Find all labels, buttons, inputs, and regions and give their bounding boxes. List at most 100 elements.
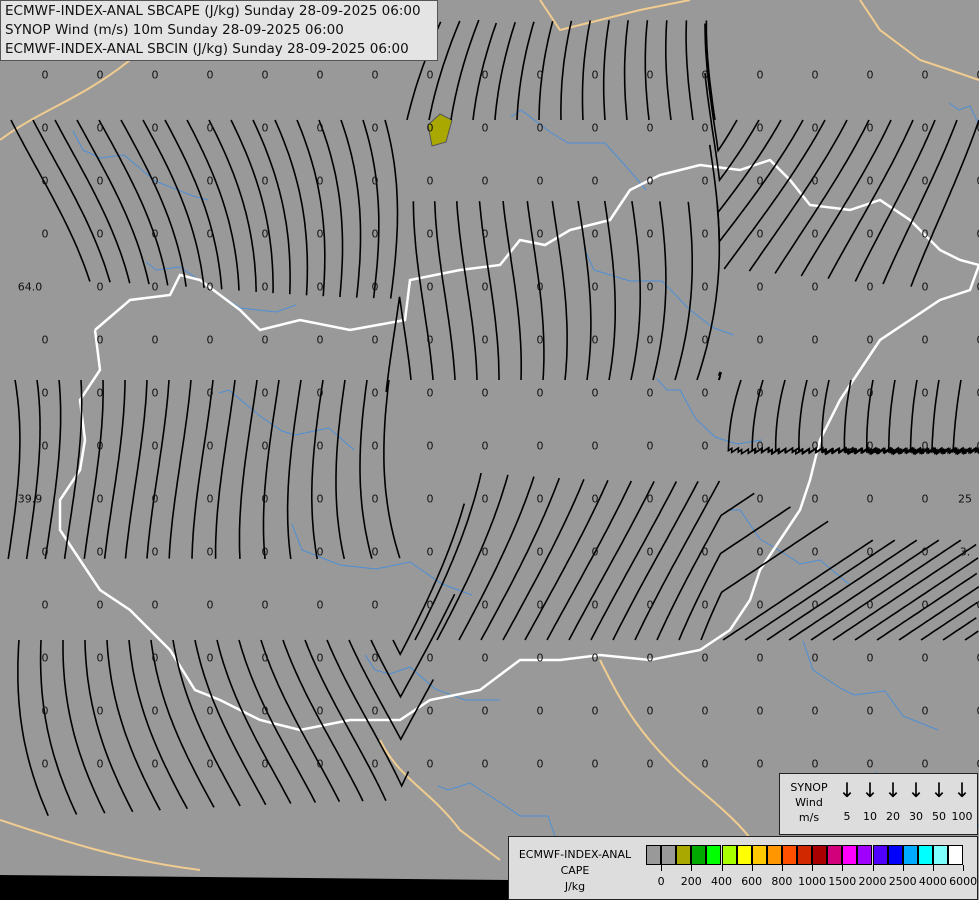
cin-value: 0 — [646, 545, 654, 559]
cin-value: 0 — [41, 386, 49, 400]
cin-value: 0 — [371, 651, 379, 665]
down-arrow-icon: ↓ — [884, 778, 902, 802]
streamline — [644, 20, 650, 121]
down-arrow-icon: ↓ — [861, 778, 879, 802]
wind-legend-item: ↓ 50 — [928, 780, 950, 823]
streamline — [705, 20, 716, 121]
streamline — [942, 617, 977, 641]
streamline — [318, 119, 344, 298]
cin-value: 0 — [426, 439, 434, 453]
streamline — [83, 379, 104, 559]
streamline — [433, 201, 456, 381]
streamline — [216, 639, 292, 804]
streamline — [603, 200, 616, 381]
cin-value: 0 — [316, 227, 324, 241]
cin-value: 0 — [701, 651, 709, 665]
streamline — [359, 379, 373, 559]
streamline — [335, 379, 346, 560]
streamline — [274, 119, 309, 296]
streamline — [952, 379, 979, 455]
cin-value: 0 — [921, 386, 929, 400]
cin-value: 0 — [261, 598, 269, 612]
cin-value: 0 — [866, 651, 874, 665]
border-line — [379, 739, 501, 861]
cin-value: 0 — [96, 333, 104, 347]
cin-value: 0 — [481, 545, 489, 559]
cin-value: 0 — [646, 598, 654, 612]
cin-value: 0 — [701, 333, 709, 347]
cin-value: 0 — [41, 121, 49, 135]
cin-value: 0 — [481, 598, 489, 612]
streamline — [882, 119, 958, 285]
cin-value: 0 — [701, 280, 709, 294]
streamline — [164, 119, 223, 290]
streamline — [674, 201, 693, 381]
streamline — [502, 478, 585, 641]
colorbar-cell — [646, 845, 661, 865]
cin-value: 0 — [866, 280, 874, 294]
cin-value: 0 — [426, 492, 434, 506]
cin-value: 0 — [481, 386, 489, 400]
cin-value: 0 — [536, 757, 544, 771]
river — [364, 654, 500, 701]
colorbar-tick-label: 200 — [680, 875, 702, 888]
down-arrow-icon: ↓ — [953, 778, 971, 802]
cin-value: 0 — [591, 68, 599, 82]
cin-value: 0 — [921, 545, 929, 559]
cape-legend: ECMWF-INDEX-ANAL CAPE J/kg 0 200 400 600 800… — [508, 836, 978, 900]
colorbar-cell — [857, 845, 873, 865]
cin-value: 0 — [206, 439, 214, 453]
cin-value: 0 — [41, 598, 49, 612]
cin-value: 0 — [481, 757, 489, 771]
colorbar-tick — [751, 865, 753, 871]
cin-value: 0 — [701, 68, 709, 82]
streamline — [854, 119, 936, 282]
cin-value: 0 — [646, 280, 654, 294]
cin-value: 0 — [41, 704, 49, 718]
cin-value: 0 — [536, 68, 544, 82]
streamline — [502, 201, 522, 381]
streamline — [888, 379, 946, 456]
cin-value: 0 — [756, 545, 764, 559]
cin-value: 0 — [701, 227, 709, 241]
cin-value: 0 — [96, 68, 104, 82]
cin-value: 0 — [316, 545, 324, 559]
cin-value: 0 — [591, 704, 599, 718]
map-title-box: ECMWF-INDEX-ANAL SBCAPE (J/kg) Sunday 28… — [0, 0, 438, 61]
cin-value: 0 — [977, 705, 979, 718]
cin-value: 0 — [261, 174, 269, 188]
cin-value: 0 — [591, 651, 599, 665]
streamline — [450, 19, 480, 121]
streamline — [414, 472, 482, 641]
streamline — [909, 379, 967, 456]
cin-value: 0 — [426, 704, 434, 718]
colorbar-cell — [721, 845, 737, 865]
cin-value: 0 — [41, 333, 49, 347]
streamline — [384, 119, 399, 299]
cin-value: 0 — [536, 704, 544, 718]
cin-value: 0 — [316, 280, 324, 294]
streamline — [678, 506, 791, 641]
cin-value: 0 — [206, 68, 214, 82]
cin-value: 0 — [96, 174, 104, 188]
cape-legend-line: ECMWF-INDEX-ANAL — [518, 848, 632, 861]
cin-value: 0 — [756, 598, 764, 612]
cin-value: 0 — [536, 174, 544, 188]
cin-value: 0 — [96, 704, 104, 718]
streamline — [436, 474, 509, 641]
wind-legend-line: Wind — [795, 796, 823, 809]
cin-value: 0 — [591, 386, 599, 400]
cin-value: 0 — [481, 704, 489, 718]
colorbar-cell — [917, 845, 933, 865]
streamline — [810, 539, 962, 641]
colorbar-cell — [872, 845, 888, 865]
border-line — [0, 819, 201, 871]
cin-value: 0 — [811, 757, 819, 771]
river — [72, 130, 209, 201]
colorbar-cell — [948, 845, 963, 865]
wind-speed-label: 30 — [909, 810, 923, 823]
wind-legend-label: SYNOP Wind m/s — [784, 780, 834, 825]
cin-value: 0 — [811, 439, 819, 453]
